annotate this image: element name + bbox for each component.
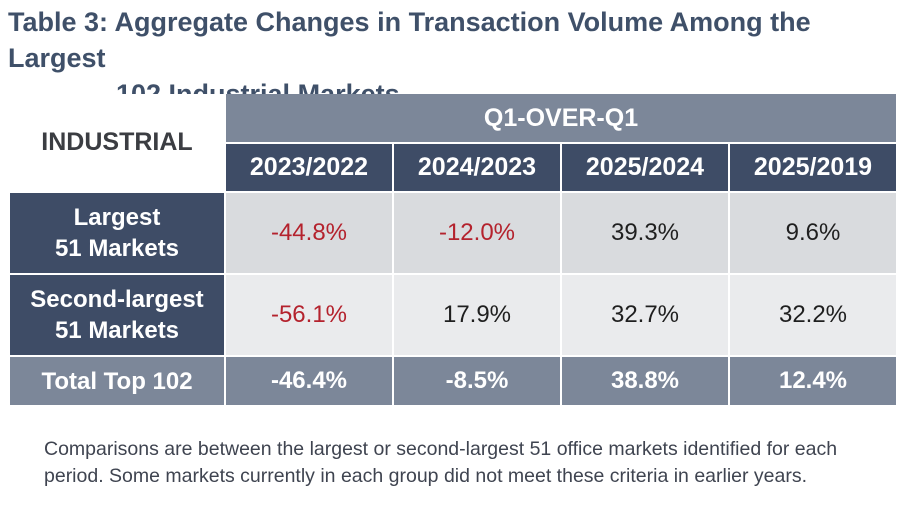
table-row-total: Total Top 102 -46.4% -8.5% 38.8% 12.4% (10, 357, 897, 405)
row-header: Largest 51 Markets (10, 193, 224, 273)
table-title-line-1: Table 3: Aggregate Changes in Transactio… (8, 7, 811, 73)
table-cell: -56.1% (226, 275, 392, 355)
column-header: 2024/2023 (394, 144, 560, 191)
group-header: Q1-OVER-Q1 (226, 94, 897, 142)
row-header-line-1: Second-largest (30, 286, 204, 313)
column-header: 2025/2024 (562, 144, 728, 191)
row-header: Second-largest 51 Markets (10, 275, 224, 355)
table-cell: -44.8% (226, 193, 392, 273)
row-header-line-1: Largest (73, 204, 161, 231)
table-row-second-largest-51: Second-largest 51 Markets -56.1% 17.9% 3… (10, 275, 897, 355)
transaction-volume-table: INDUSTRIAL Q1-OVER-Q1 2023/2022 2024/202… (8, 92, 898, 407)
table-cell: 17.9% (394, 275, 560, 355)
corner-label: INDUSTRIAL (10, 94, 224, 191)
table-row-largest-51: Largest 51 Markets -44.8% -12.0% 39.3% 9… (10, 193, 897, 273)
column-header: 2023/2022 (226, 144, 392, 191)
table-cell: 32.7% (562, 275, 728, 355)
row-header: Total Top 102 (10, 357, 224, 405)
table-cell: -8.5% (394, 357, 560, 405)
table-cell: -46.4% (226, 357, 392, 405)
table-cell: 32.2% (730, 275, 897, 355)
row-header-line-2: 51 Markets (54, 317, 180, 344)
table-cell: 9.6% (730, 193, 897, 273)
table-cell: 39.3% (562, 193, 728, 273)
row-header-line-2: 51 Markets (54, 235, 180, 262)
column-header: 2025/2019 (730, 144, 897, 191)
footnote: Comparisons are between the largest or s… (44, 438, 838, 487)
table-cell: 38.8% (562, 357, 728, 405)
table-cell: 12.4% (730, 357, 897, 405)
table-cell: -12.0% (394, 193, 560, 273)
